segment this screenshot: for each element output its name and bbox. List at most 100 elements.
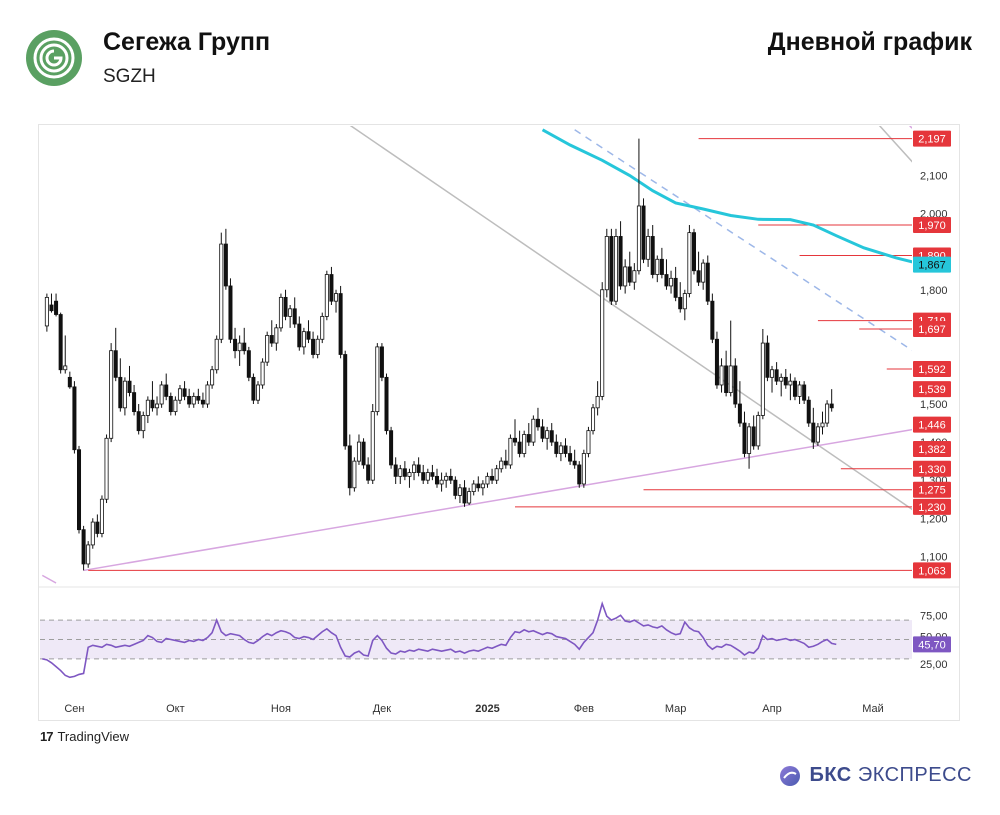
candle-body	[508, 437, 513, 466]
candle-body	[375, 346, 380, 413]
candle-body	[370, 411, 375, 481]
candle-body	[476, 483, 481, 489]
candle-body	[751, 426, 756, 447]
level-badge	[913, 460, 951, 477]
candle-body	[278, 296, 283, 329]
level-badge	[913, 562, 951, 579]
header: Сегежа Групп SGZH Дневной график	[0, 0, 1000, 110]
candle-body	[687, 232, 692, 294]
candle-body	[407, 472, 412, 477]
time-tick-label: Окт	[166, 703, 185, 715]
candle-body	[659, 258, 664, 275]
candle-body	[81, 529, 86, 565]
candle-body	[109, 350, 114, 439]
candle-body	[765, 342, 770, 378]
candle-body	[265, 335, 270, 363]
candle-body	[815, 426, 820, 443]
candle-body	[609, 236, 614, 302]
candle-body	[196, 395, 201, 401]
candle-body	[811, 422, 816, 443]
candle-body	[214, 338, 219, 371]
candle-body	[604, 236, 609, 291]
candle-body	[618, 236, 623, 287]
time-tick-label: Ноя	[271, 703, 291, 715]
candle-body	[719, 365, 724, 386]
candle-body	[233, 338, 238, 352]
candle-body	[517, 441, 522, 454]
level-label: 1,970	[918, 220, 946, 232]
candle-body	[829, 403, 834, 409]
candle-body	[678, 296, 683, 310]
level-label: 1,382	[918, 444, 946, 456]
candle-body	[200, 399, 205, 405]
candle-body	[347, 445, 352, 489]
candle-body	[54, 300, 59, 315]
candle-body	[338, 293, 343, 355]
candle-body	[182, 388, 187, 397]
candle-body	[228, 285, 233, 340]
level-label: 1,230	[918, 502, 946, 514]
candle-body	[324, 274, 329, 317]
candle-body	[177, 388, 182, 401]
candle-body	[315, 338, 320, 355]
candle-body	[122, 380, 127, 409]
candle-body	[733, 365, 738, 405]
upper-channel-line	[878, 126, 912, 163]
candle-body	[756, 415, 761, 447]
candle-body	[568, 453, 573, 462]
candle-body	[480, 483, 485, 489]
candle-body	[558, 445, 563, 454]
candle-body	[113, 350, 118, 378]
edge-line	[41, 574, 57, 584]
candle-body	[770, 369, 775, 378]
level-badge	[913, 360, 951, 377]
candle-body	[219, 243, 224, 340]
time-tick-label: Апр	[762, 703, 781, 715]
candle-body	[58, 314, 63, 371]
tradingview-brand: 17 TradingView	[40, 729, 129, 744]
level-badge	[913, 481, 951, 498]
tradingview-logo-icon: 17	[40, 729, 54, 744]
chart-title: Дневной график	[767, 28, 972, 56]
candle-body	[724, 365, 729, 393]
candle-body	[343, 354, 348, 447]
level-badge	[913, 320, 951, 337]
candle-body	[242, 342, 247, 352]
candle-body	[398, 468, 403, 477]
candle-body	[320, 316, 325, 340]
time-tick-label: Дек	[373, 703, 392, 715]
price-tick-label: 2,100	[920, 171, 948, 183]
candle-body	[728, 365, 733, 393]
candle-body	[77, 449, 82, 531]
candle-body	[467, 491, 472, 504]
candle-body	[792, 380, 797, 397]
candle-body	[820, 422, 825, 428]
candle-body	[306, 331, 311, 340]
company-name: Сегежа Групп	[103, 28, 271, 56]
candle-body	[554, 441, 559, 454]
candle-body	[563, 445, 568, 454]
candle-body	[682, 293, 687, 310]
price-tick-label: 1,500	[920, 399, 948, 411]
candle-body	[104, 437, 109, 500]
candle-body	[389, 430, 394, 466]
candle-body	[393, 464, 398, 477]
candle-body	[251, 376, 256, 401]
candle-body	[494, 468, 499, 481]
candle-body	[531, 418, 536, 443]
candle-body	[549, 430, 554, 443]
candle-body	[710, 300, 715, 340]
candle-body	[255, 384, 261, 401]
ma-badge	[913, 256, 951, 273]
candle-body	[384, 376, 389, 432]
candle-body	[352, 460, 357, 489]
candle-body	[581, 453, 586, 485]
bcs-brand: БКС ЭКСПРЕСС	[779, 764, 972, 787]
candle-body	[797, 384, 802, 397]
candle-body	[132, 392, 137, 413]
candle-body	[223, 243, 228, 287]
candle-body	[356, 441, 361, 462]
candle-body	[453, 479, 458, 496]
candle-body	[664, 274, 669, 287]
candle-body	[540, 426, 545, 439]
